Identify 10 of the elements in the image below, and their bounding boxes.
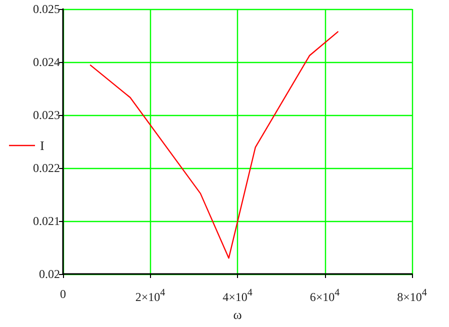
y-tick-label: 0.02 <box>39 267 60 281</box>
x-tick-label: 0 <box>60 287 66 301</box>
x-axis-title: ω <box>233 306 242 322</box>
y-tick-label: 0.025 <box>33 2 60 16</box>
y-tick-label: 0.023 <box>33 108 60 122</box>
line-series <box>90 31 338 259</box>
legend-label: I <box>40 138 44 153</box>
y-tick-label: 0.022 <box>33 161 60 175</box>
y-tick-label: 0.021 <box>33 214 60 228</box>
y-tick-label: 0.024 <box>33 55 60 69</box>
